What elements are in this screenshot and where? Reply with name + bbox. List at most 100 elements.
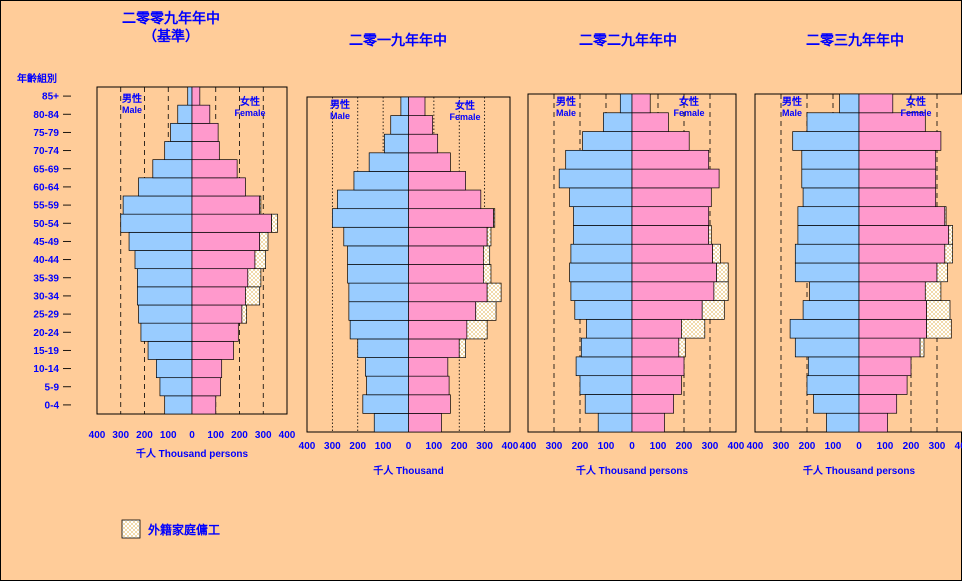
female-bar-5-9: [858, 394, 898, 414]
male-bar-35-39: [809, 281, 860, 301]
female-bar-30-34: [191, 286, 246, 306]
male-bar-85+: [839, 93, 860, 114]
male-label: 男性: [556, 95, 576, 108]
age-label-0-4: 0-4: [45, 400, 60, 411]
female-bar-60-64: [858, 187, 937, 208]
male-bar-25-29: [138, 304, 193, 324]
female-bar-85+: [858, 93, 894, 114]
male-bar-25-29: [349, 319, 409, 340]
female-label-en: Female: [900, 108, 931, 118]
female-bar-75-79: [858, 131, 942, 151]
female-bar-45-49: [858, 243, 946, 264]
male-label-en: Male: [556, 108, 576, 118]
male-bar-15-19: [365, 357, 409, 377]
age-label-35-39: 35-39: [33, 273, 59, 284]
chart-title: 二零二九年年中: [579, 32, 677, 48]
female-bar-5-9: [631, 394, 674, 414]
female-bar-85+: [631, 93, 651, 114]
male-bar-40-44: [347, 264, 409, 284]
fdh-bar-25-29: [681, 318, 706, 339]
male-label-en: Male: [122, 105, 142, 115]
male-bar-40-44: [569, 262, 633, 283]
male-bar-70-74: [565, 149, 633, 170]
male-bar-55-59: [797, 206, 860, 226]
female-bar-0-4: [191, 395, 217, 415]
age-label-45-49: 45-49: [33, 237, 59, 248]
male-bar-70-74: [801, 149, 860, 170]
male-bar-45-49: [347, 245, 409, 265]
age-axis-title: 年齡組別: [17, 72, 57, 85]
chart-subtitle: （基準）: [143, 28, 199, 44]
male-bar-85+: [619, 93, 633, 114]
x-tick-label: 0: [856, 441, 862, 452]
female-bar-70-74: [408, 152, 451, 172]
female-bar-80-84: [191, 104, 211, 124]
male-bar-85+: [187, 86, 193, 106]
chart-title: 二零一九年年中: [349, 32, 447, 48]
female-label: 女性: [240, 95, 260, 108]
male-bar-15-19: [575, 356, 633, 377]
male-bar-60-64: [337, 189, 409, 210]
legend-fdh-swatch: [121, 519, 141, 539]
age-label-5-9: 5-9: [45, 382, 60, 393]
female-bar-40-44: [631, 262, 717, 283]
x-tick-label: 400: [279, 430, 296, 441]
x-tick-label: 400: [747, 441, 764, 452]
female-bar-35-39: [191, 268, 249, 288]
female-bar-40-44: [408, 264, 484, 284]
female-bar-65-69: [858, 168, 937, 189]
female-bar-45-49: [191, 231, 261, 251]
x-tick-label: 200: [231, 430, 248, 441]
male-label: 男性: [122, 92, 142, 105]
fdh-bar-45-49: [944, 243, 953, 264]
male-bar-55-59: [122, 195, 193, 215]
fdh-bar-50-54: [486, 226, 492, 247]
female-bar-15-19: [408, 357, 449, 377]
fdh-bar-35-39: [713, 281, 729, 301]
fdh-bar-50-54: [948, 225, 953, 245]
female-bar-40-44: [858, 262, 938, 283]
female-bar-75-79: [408, 133, 439, 154]
male-bar-30-34: [137, 286, 193, 306]
female-label-en: Female: [234, 108, 265, 118]
age-label-85+: 85+: [42, 92, 59, 103]
female-bar-25-29: [191, 304, 243, 324]
female-bar-35-39: [858, 281, 926, 301]
male-bar-55-59: [573, 206, 633, 226]
age-label-65-69: 65-69: [33, 164, 59, 175]
age-label-60-64: 60-64: [33, 182, 59, 193]
fdh-bar-55-59: [944, 206, 947, 226]
fdh-bar-20-24: [678, 337, 686, 358]
male-bar-25-29: [789, 318, 860, 339]
age-label-70-74: 70-74: [33, 146, 59, 157]
x-tick-label: 300: [773, 441, 790, 452]
male-label: 男性: [330, 98, 350, 111]
male-bar-20-24: [357, 338, 409, 358]
female-bar-10-14: [631, 375, 682, 395]
x-tick-label: 200: [349, 441, 366, 452]
female-label-en: Female: [673, 108, 704, 118]
fdh-bar-30-34: [926, 300, 951, 320]
female-bar-50-54: [858, 225, 950, 245]
x-axis-label: 千人 Thousand persons: [576, 464, 689, 477]
fdh-bar-55-59: [493, 208, 496, 228]
x-tick-label: 100: [160, 430, 177, 441]
female-bar-10-14: [858, 375, 908, 395]
fdh-bar-40-44: [483, 264, 492, 284]
female-bar-25-29: [631, 318, 682, 339]
female-bar-55-59: [191, 195, 261, 215]
fdh-bar-40-44: [716, 262, 729, 283]
x-tick-label: 100: [426, 441, 443, 452]
age-label-30-34: 30-34: [33, 291, 59, 302]
fdh-bar-30-34: [701, 300, 725, 320]
male-bar-15-19: [147, 340, 193, 360]
fdh-bar-40-44: [936, 262, 948, 283]
male-bar-70-74: [368, 152, 409, 172]
female-bar-0-4: [408, 413, 442, 433]
age-label-40-44: 40-44: [33, 255, 59, 266]
female-bar-35-39: [631, 281, 715, 301]
legend-fdh-label: 外籍家庭傭工: [148, 522, 220, 537]
